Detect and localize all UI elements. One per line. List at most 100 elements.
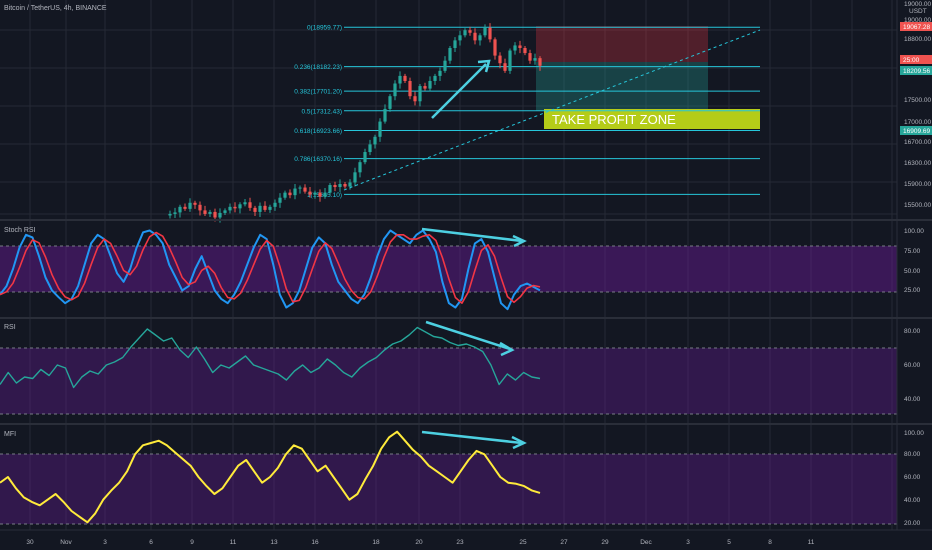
candle-body (218, 212, 222, 218)
price-tick: 19000.00 (904, 17, 931, 24)
time-tick: Nov (60, 539, 72, 546)
candle-body (498, 55, 502, 64)
price-badge: 19067.28 (903, 24, 930, 31)
indicator-lines (0, 229, 541, 524)
price-up-arrow[interactable] (431, 63, 487, 119)
trend-line[interactable] (343, 29, 761, 191)
mfi-tick: 20.00 (904, 520, 921, 527)
candle-body (248, 202, 252, 208)
stoch-divergence-arrow[interactable] (421, 227, 523, 243)
candle-body (223, 210, 227, 213)
annotation-arrows[interactable] (421, 59, 527, 450)
mfi-panel-title: MFI (4, 431, 16, 438)
candle-body (333, 185, 337, 188)
fib-level-label: 0.5(17312.43) (302, 108, 342, 115)
time-tick: 5 (727, 539, 731, 546)
fib-retracement[interactable]: 0(18959.77) 0.236(18182.23) 0.382(17701.20… (294, 25, 760, 199)
stoch-band (0, 246, 897, 292)
mfi-band (0, 454, 897, 524)
fib-level-label: 0.236(18182.23) (294, 64, 342, 71)
candles (168, 23, 542, 223)
mfi-axis[interactable]: 100.00 80.00 60.00 40.00 20.00 (904, 430, 924, 527)
candle-body (468, 30, 472, 33)
time-tick: 18 (372, 539, 380, 546)
rsi-axis[interactable]: 80.00 60.00 40.00 (904, 328, 921, 403)
price-up-arrow-head (477, 59, 491, 73)
stoch-panel-title: Stoch RSI (4, 227, 36, 234)
candle-body (243, 202, 247, 205)
time-tick: 11 (230, 539, 237, 546)
stoch-k-line (0, 229, 541, 311)
candle-body (178, 206, 182, 213)
price-badges: 19067.28 25:00 18209.56 16909.69 (900, 22, 932, 135)
mfi-divergence-arrow[interactable] (421, 430, 523, 445)
candle-body (448, 47, 452, 61)
candle-body (413, 96, 417, 102)
candle-body (358, 162, 362, 173)
grid (0, 0, 897, 530)
candle-body (253, 207, 257, 212)
candle-body (463, 30, 467, 36)
chart-title: Bitcoin / TetherUS, 4h, BINANCE (4, 5, 107, 12)
candle-body (343, 183, 347, 187)
rsi-tick: 60.00 (904, 362, 921, 369)
mfi-tick: 100.00 (904, 430, 924, 437)
stoch-tick: 75.00 (904, 248, 921, 255)
take-profit-label: TAKE PROFIT ZONE (552, 112, 676, 127)
candle-body (403, 75, 407, 81)
stoch-tick: 25.00 (904, 287, 921, 294)
candle-body (393, 83, 397, 97)
take-profit-zone[interactable] (544, 109, 760, 129)
time-tick: 9 (190, 539, 194, 546)
time-tick: 3 (686, 539, 690, 546)
candle-body (288, 192, 292, 196)
rsi-arrow-head (499, 341, 515, 357)
rsi-tick: 80.00 (904, 328, 921, 335)
rsi-divergence-arrow[interactable] (425, 320, 511, 351)
candle-body (488, 27, 492, 40)
candle-body (318, 192, 322, 197)
time-tick: 16 (311, 539, 319, 546)
candle-body (433, 75, 437, 81)
time-tick: 29 (601, 539, 609, 546)
candle-body (188, 202, 192, 209)
time-axis[interactable]: 30 Nov 3 6 9 11 13 16 18 20 23 25 27 29 Dec 3 5 8 11 (26, 539, 814, 546)
candle-body (233, 206, 237, 209)
candle-body (273, 202, 277, 207)
mfi-tick: 80.00 (904, 451, 921, 458)
price-tick: 18800.00 (904, 36, 931, 43)
stoch-axis[interactable]: 100.00 75.00 50.00 25.00 (904, 228, 924, 294)
candle-body (373, 136, 377, 145)
time-tick: 8 (768, 539, 772, 546)
candle-body (428, 80, 432, 89)
candle-body (443, 60, 447, 71)
candle-body (483, 27, 487, 36)
candle-body (348, 182, 352, 187)
candle-body (493, 39, 497, 56)
candle-body (398, 75, 402, 84)
candle-body (228, 206, 232, 211)
candle-body (293, 188, 297, 196)
candle-body (508, 50, 512, 71)
rsi-line (0, 326, 541, 389)
candle-body (208, 211, 212, 214)
fib-level-label: 0(18959.77) (307, 25, 342, 32)
candle-body (268, 206, 272, 210)
candle-body (213, 211, 217, 218)
fib-level-label: 0.382(17701.20) (294, 89, 342, 96)
mfi-arrow-head (511, 435, 527, 450)
candle-body (418, 86, 422, 102)
target-zone[interactable] (536, 62, 708, 111)
candle-body (363, 152, 367, 163)
candle-body (408, 80, 412, 97)
price-axis[interactable]: 19000.00 USDT 19000.00 18800.00 17500.00… (904, 1, 931, 209)
candle-body (258, 205, 262, 212)
time-tick: Dec (640, 539, 652, 546)
candle-body (528, 53, 532, 61)
stop-loss-zone[interactable] (536, 26, 708, 62)
mfi-tick: 60.00 (904, 474, 921, 481)
candle-body (388, 96, 392, 109)
candle-body (263, 205, 267, 210)
